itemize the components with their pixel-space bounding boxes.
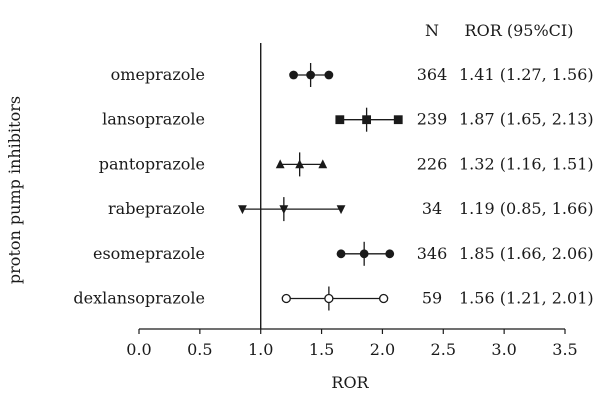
row-label: lansoprazole xyxy=(102,110,205,129)
x-tick-label: 1.5 xyxy=(309,340,334,359)
ror-ci-value: 1.87 (1.65, 2.13) xyxy=(459,110,594,129)
ror-ci-value: 1.41 (1.27, 1.56) xyxy=(459,65,594,84)
x-tick-label: 2.5 xyxy=(431,340,456,359)
estimate-marker xyxy=(324,293,334,304)
row-label: pantoprazole xyxy=(99,154,205,173)
row-label: esomeprazole xyxy=(93,244,205,263)
ci-high-marker xyxy=(336,205,346,215)
ci-high-marker xyxy=(393,115,403,125)
ci-low-marker xyxy=(335,115,345,125)
estimate-marker xyxy=(295,159,305,169)
row-label: omeprazole xyxy=(111,65,205,84)
n-value: 346 xyxy=(417,244,448,263)
x-tick-label: 3.0 xyxy=(491,340,516,359)
n-value: 59 xyxy=(422,289,442,308)
row-label: dexlansoprazole xyxy=(73,289,205,308)
ci-low-marker xyxy=(289,70,298,80)
ci-high-marker xyxy=(318,159,328,169)
ror-ci-value: 1.56 (1.21, 2.01) xyxy=(459,289,594,308)
ror-ci-value: 1.32 (1.16, 1.51) xyxy=(459,154,594,173)
y-axis-label: proton pump inhibitors xyxy=(5,96,24,284)
x-tick-label: 0.0 xyxy=(126,340,151,359)
estimate-marker xyxy=(359,249,369,259)
y-axis-label-group: proton pump inhibitors xyxy=(5,96,24,284)
x-tick-label: 2.0 xyxy=(370,340,395,359)
estimate-marker xyxy=(362,115,372,125)
ci-high-marker xyxy=(385,249,395,259)
n-value: 34 xyxy=(422,199,442,218)
ror-ci-value: 1.19 (0.85, 1.66) xyxy=(459,199,594,218)
plot-layer: 0.0 0.5 1.0 1.5 2.0 2.5 3.0 3.5 omeprazole 364 1.4… xyxy=(73,43,594,359)
n-value: 364 xyxy=(417,65,448,84)
header-ror-ci: ROR (95%CI) xyxy=(465,21,574,40)
x-tick-label: 0.5 xyxy=(187,340,212,359)
x-tick-label: 3.5 xyxy=(552,340,577,359)
ci-low-marker xyxy=(336,249,346,259)
ci-low-marker xyxy=(275,159,285,169)
ci-low-marker xyxy=(281,293,291,304)
x-tick-label: 1.0 xyxy=(248,340,273,359)
ci-low-marker xyxy=(238,205,247,215)
ci-high-marker xyxy=(378,293,389,304)
ci-high-marker xyxy=(324,70,334,80)
ror-ci-value: 1.85 (1.66, 2.06) xyxy=(459,244,594,263)
row-label: rabeprazole xyxy=(108,199,205,218)
estimate-marker xyxy=(279,205,289,215)
estimate-marker xyxy=(306,70,316,80)
n-value: 226 xyxy=(417,154,448,173)
header-n: N xyxy=(425,21,439,40)
x-axis-label: ROR xyxy=(331,373,369,392)
n-value: 239 xyxy=(417,110,448,129)
